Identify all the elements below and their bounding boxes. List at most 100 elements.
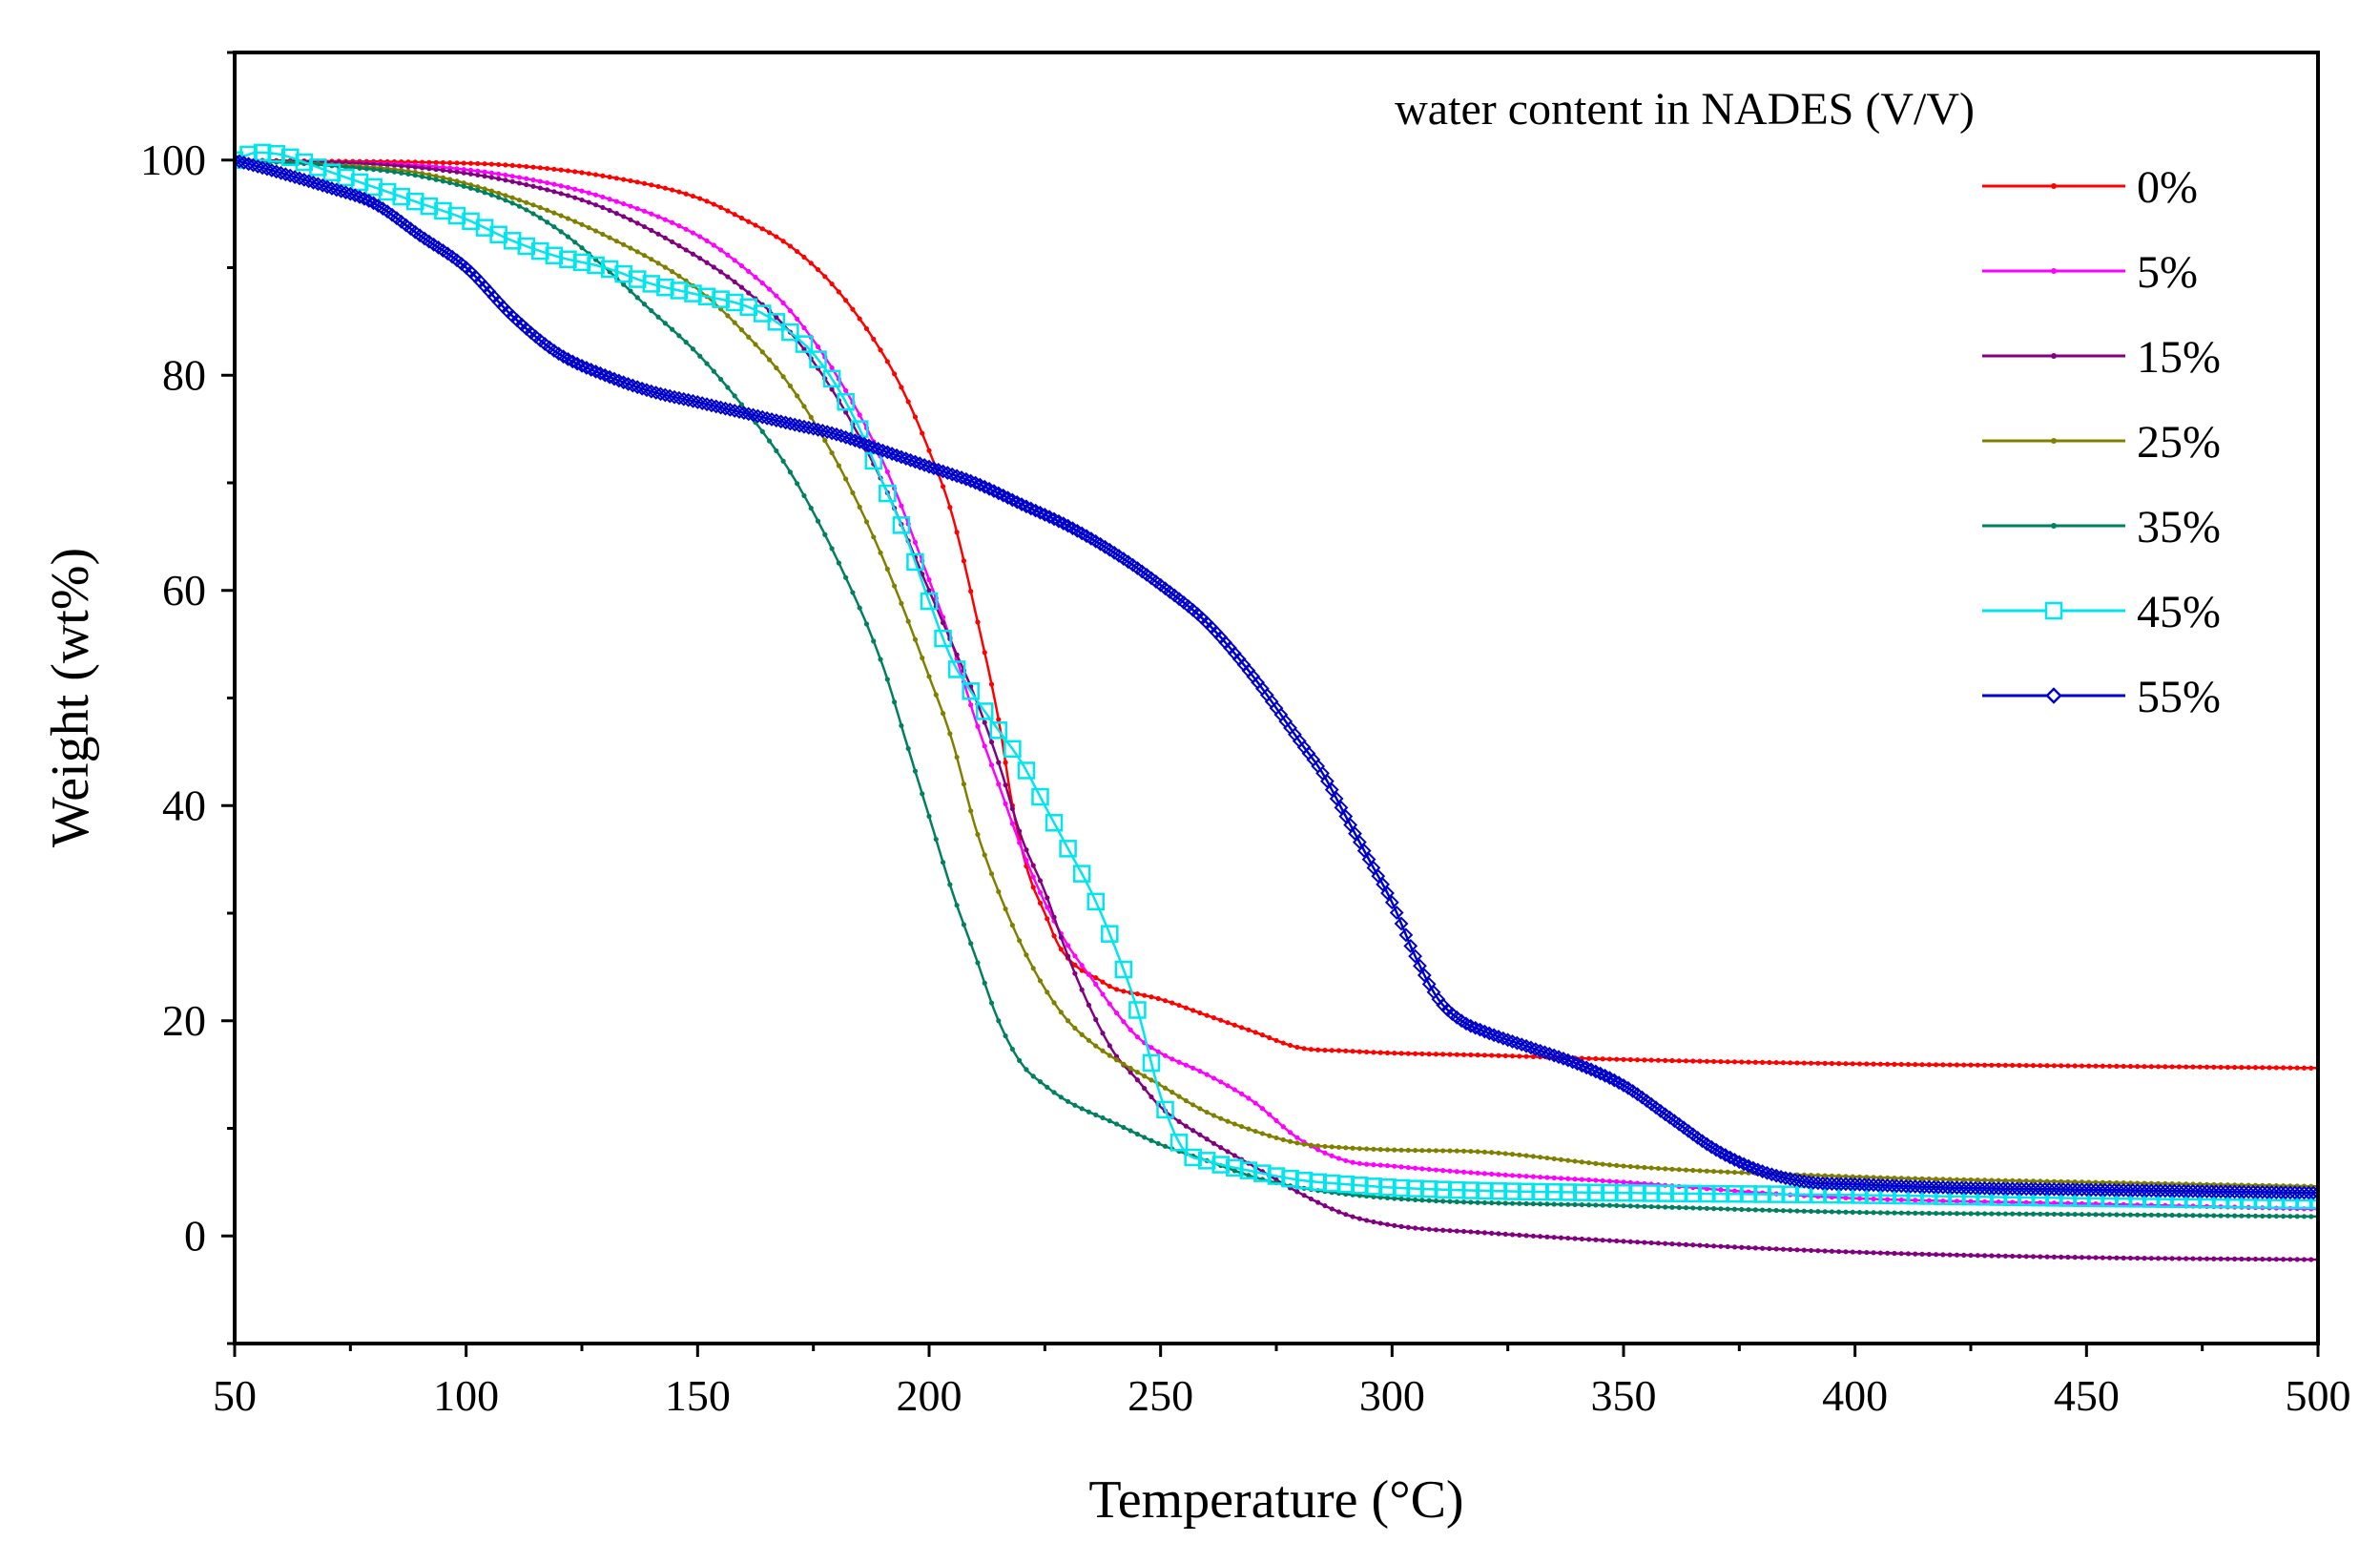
data-point: [1950, 1180, 1964, 1196]
data-point: [774, 315, 779, 321]
data-point: [884, 447, 900, 461]
data-point: [1086, 1037, 1092, 1043]
data-point: [1614, 1238, 1620, 1244]
data-point: [447, 179, 453, 186]
data-point: [433, 159, 439, 165]
data-point: [1565, 1176, 1571, 1181]
data-point: [1572, 1201, 1578, 1208]
data-point: [2294, 1214, 2300, 1219]
data-point: [1544, 1201, 1550, 1207]
data-point: [579, 188, 585, 194]
data-point: [1885, 1175, 1891, 1180]
data-point: [1940, 1062, 1946, 1068]
data-point: [1142, 1073, 1148, 1079]
data-point: [920, 655, 925, 661]
data-point: [1794, 1247, 1800, 1253]
data-point: [600, 194, 606, 200]
data-point: [447, 160, 453, 166]
y-tick-label: 20: [162, 996, 206, 1045]
data-point: [711, 264, 716, 270]
data-point: [1892, 1250, 1897, 1257]
data-point: [2185, 1183, 2201, 1198]
data-point: [1009, 1046, 1015, 1052]
data-point: [899, 451, 914, 467]
data-point: [2044, 1063, 2050, 1069]
data-point: [975, 960, 981, 966]
data-point: [1211, 1140, 1217, 1146]
data-point: [2190, 1184, 2205, 1198]
data-point: [2204, 1213, 2210, 1219]
data-point: [1211, 1015, 1217, 1021]
series-15pct: [235, 157, 2318, 1262]
data-point: [565, 193, 571, 198]
data-point: [461, 183, 466, 189]
data-point: [2273, 1185, 2288, 1200]
data-point: [572, 219, 578, 224]
data-point: [324, 181, 340, 196]
data-point: [1503, 1182, 1521, 1200]
data-point: [1322, 1174, 1341, 1193]
data-point: [1134, 990, 1140, 997]
data-point: [2310, 1185, 2318, 1200]
data-point: [628, 177, 633, 184]
data-point: [2065, 1254, 2071, 1261]
data-point: [759, 226, 765, 232]
data-point: [509, 200, 515, 206]
data-point: [1017, 1057, 1023, 1063]
data-point: [1045, 990, 1050, 995]
data-point: [1989, 1253, 1995, 1259]
data-point: [1940, 1177, 1946, 1182]
data-point: [1606, 1202, 1613, 1208]
data-point: [1211, 1113, 1217, 1118]
data-point: [1871, 1177, 1886, 1193]
data-point: [1107, 1043, 1112, 1049]
data-point: [2250, 1184, 2266, 1199]
data-point: [892, 371, 898, 377]
x-tick-label: 300: [1359, 1371, 1425, 1420]
data-point: [819, 425, 835, 440]
data-point: [926, 674, 932, 679]
data-point: [1947, 1252, 1953, 1258]
data-point: [503, 177, 508, 183]
data-point: [1481, 1171, 1487, 1177]
data-point: [954, 754, 960, 761]
data-point: [2065, 1200, 2071, 1206]
x-tick-label: 250: [1128, 1371, 1193, 1420]
data-point: [2223, 1184, 2238, 1199]
data-point: [1183, 1123, 1189, 1129]
data-point: [1440, 1168, 1446, 1174]
data-point: [1364, 1049, 1370, 1055]
data-point: [1072, 962, 1078, 968]
data-point: [1384, 1221, 1391, 1227]
legend-marker: [2051, 353, 2057, 359]
data-point: [1246, 1095, 1252, 1101]
data-point: [1815, 1173, 1821, 1178]
data-point: [1413, 958, 1427, 973]
data-point: [1273, 1135, 1279, 1141]
data-point: [2023, 1199, 2029, 1205]
data-point: [884, 566, 890, 572]
data-point: [2218, 1184, 2233, 1199]
data-point: [2135, 1255, 2141, 1261]
data-point: [2148, 1180, 2154, 1186]
data-point: [2072, 1179, 2078, 1185]
x-tick-label: 100: [433, 1371, 499, 1420]
data-point: [1731, 1244, 1738, 1250]
data-point: [1780, 1060, 1787, 1066]
data-point: [670, 269, 675, 275]
data-point: [1829, 1173, 1834, 1178]
x-tick-label: 50: [213, 1371, 257, 1420]
data-point: [1287, 1138, 1293, 1144]
data-point: [2086, 1212, 2092, 1218]
data-point: [1753, 1185, 1771, 1203]
data-point: [2046, 1181, 2061, 1197]
data-point: [1398, 1223, 1404, 1229]
data-point: [2245, 1256, 2251, 1262]
data-point: [2065, 1182, 2080, 1197]
data-point: [662, 264, 668, 270]
data-point: [634, 381, 650, 396]
data-point: [1419, 1179, 1438, 1198]
data-point: [1051, 914, 1057, 920]
data-point: [558, 191, 564, 197]
data-point: [551, 210, 557, 216]
